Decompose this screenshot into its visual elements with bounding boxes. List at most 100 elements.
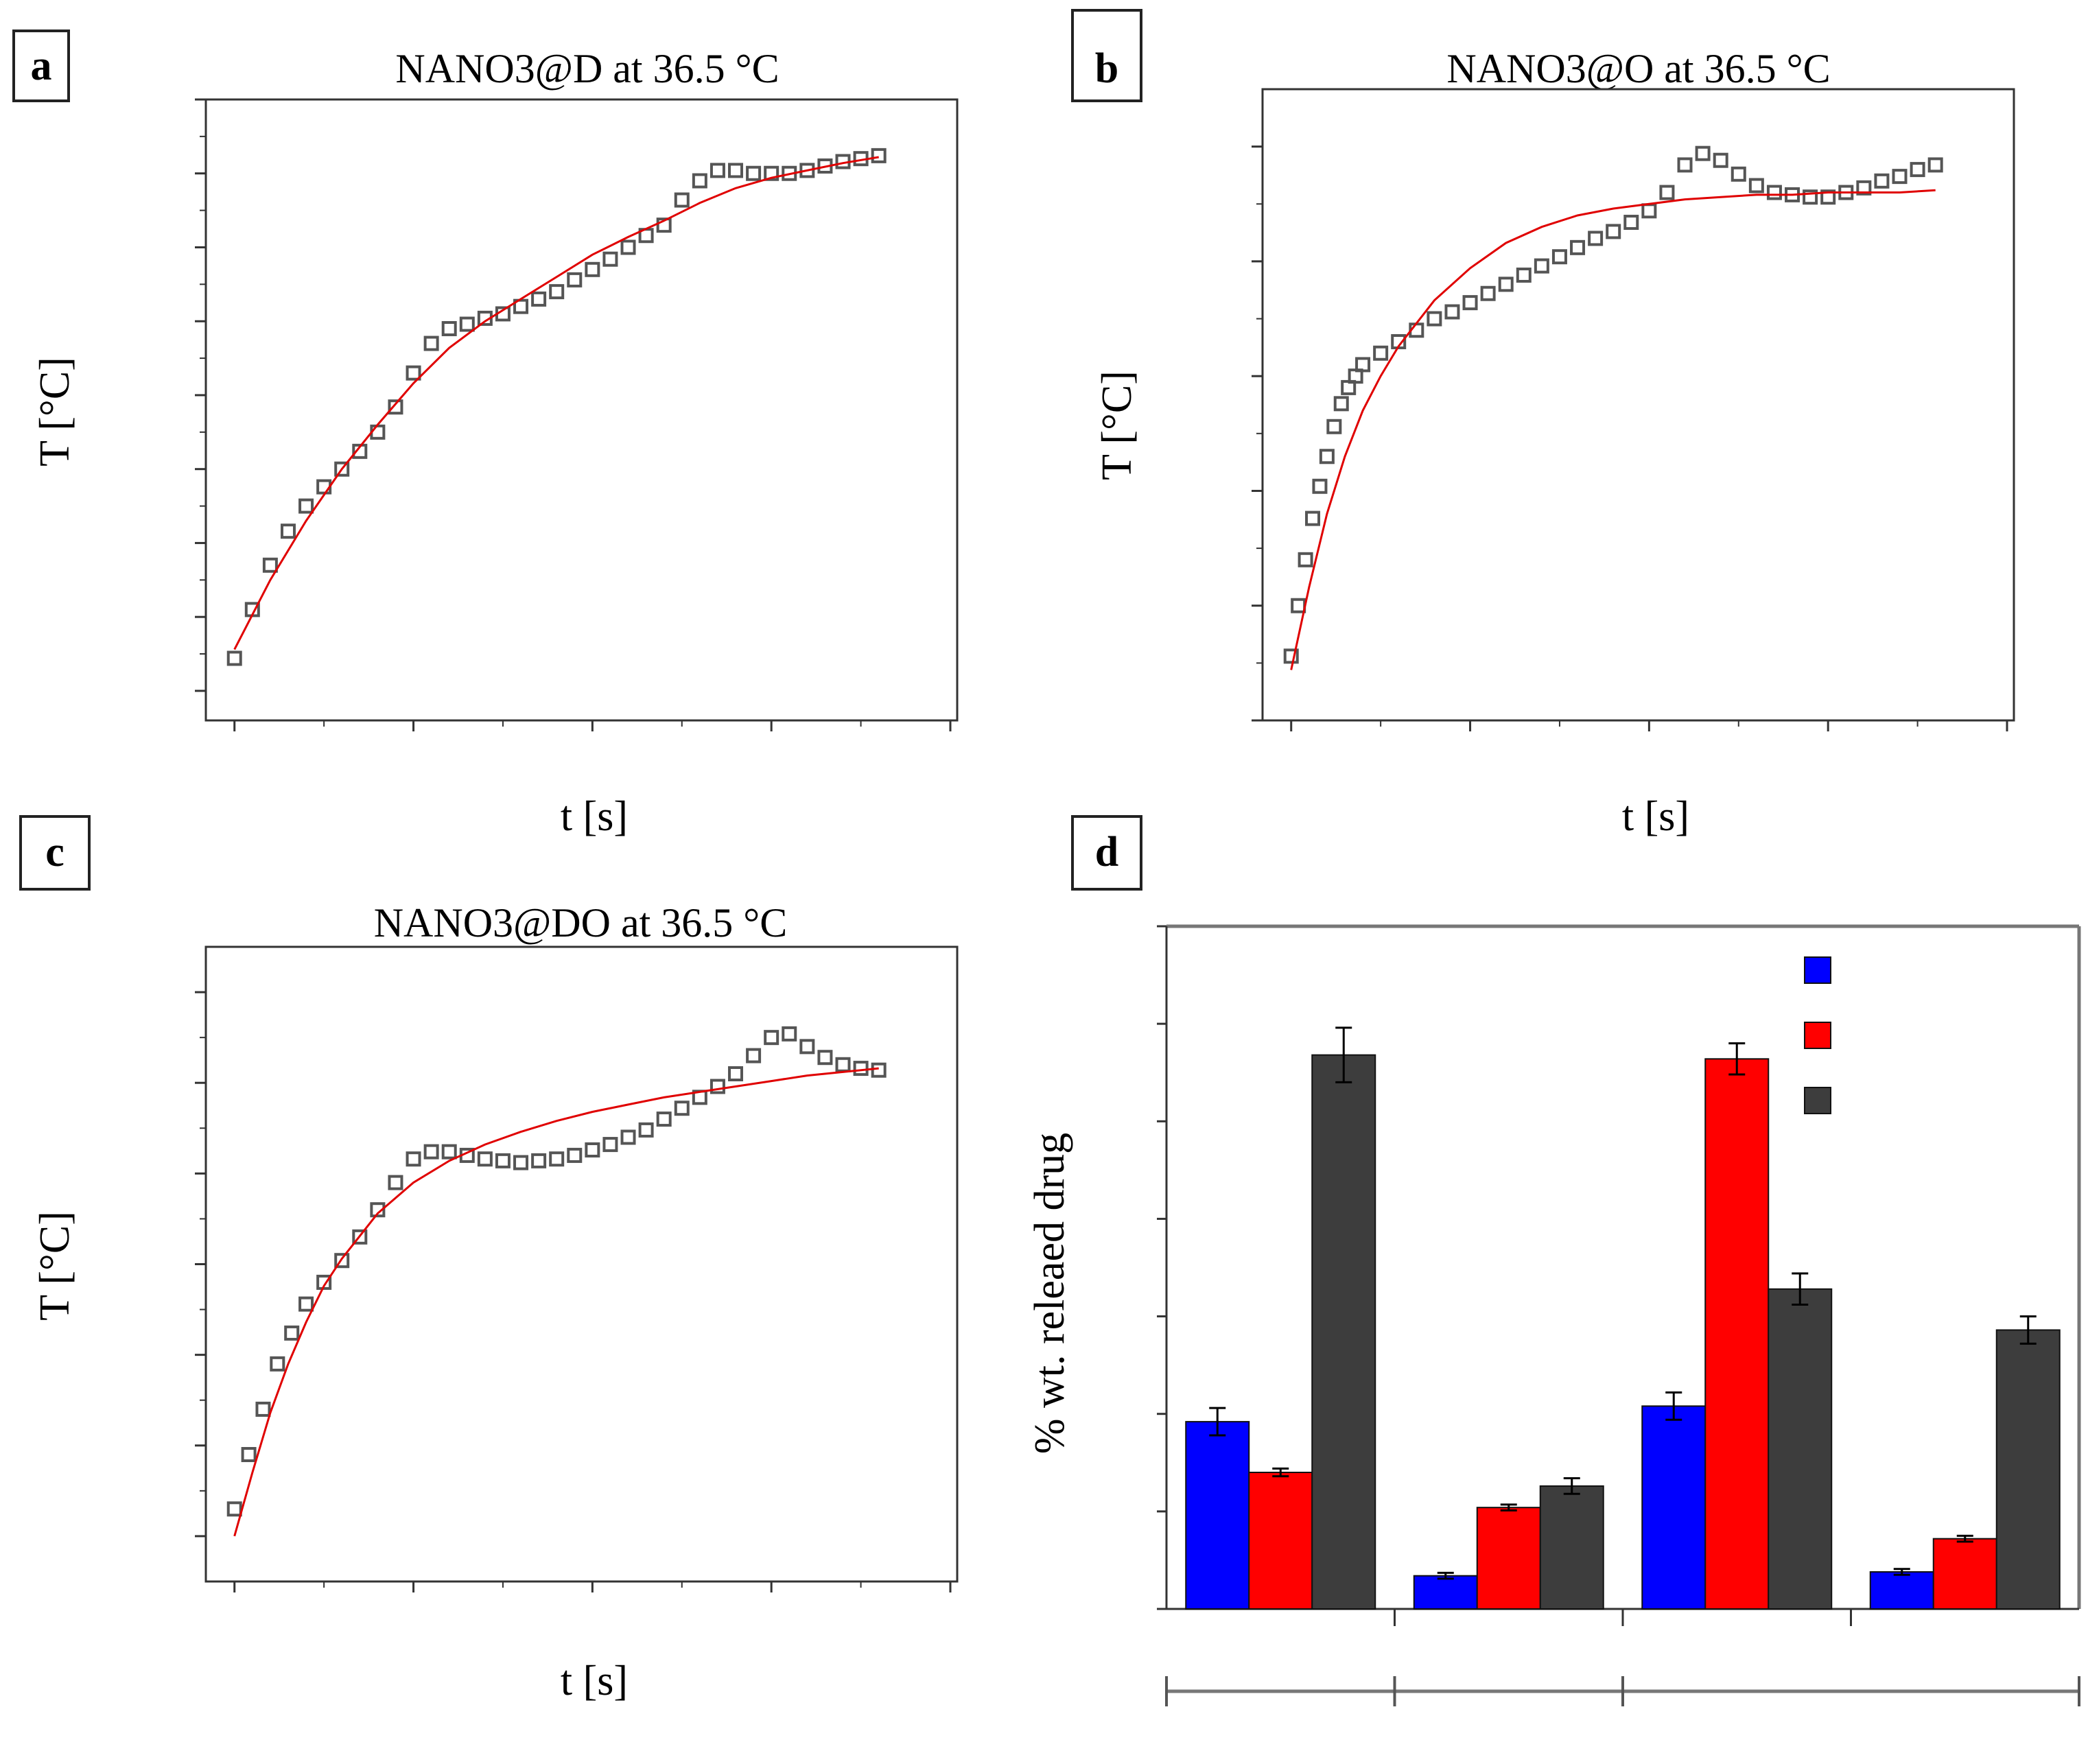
- data-point: [406, 1151, 421, 1167]
- fit-line: [1290, 189, 1936, 670]
- data-point: [1312, 478, 1328, 494]
- plot-area: [1252, 88, 2015, 731]
- panel-b: b NANO3@O at 36.5 °C t [s] T [°C]: [1071, 9, 2015, 840]
- data-point: [1910, 162, 1925, 178]
- data-point: [316, 1274, 332, 1290]
- data-point: [817, 1050, 833, 1066]
- bar: [1248, 1472, 1313, 1610]
- bar: [1995, 1329, 2061, 1610]
- data-point: [1820, 189, 1836, 205]
- bar-plot-area: [1157, 924, 2081, 1706]
- x-axis-label: t [s]: [1622, 793, 1689, 840]
- fit-line: [233, 1067, 879, 1537]
- data-point: [241, 1447, 257, 1462]
- data-point: [764, 165, 779, 181]
- data-point: [638, 1122, 654, 1138]
- data-point: [513, 1155, 529, 1171]
- y-axis-label: % wt. releaed drug: [1027, 1133, 1073, 1454]
- bar: [1476, 1507, 1541, 1610]
- data-point: [709, 163, 725, 178]
- panel-letter-box: [1071, 9, 1142, 102]
- data-point: [495, 1153, 511, 1168]
- plot-title: NANO3@O at 36.5 °C: [1446, 46, 1830, 91]
- panel-letter: b: [1095, 45, 1118, 92]
- bar: [1185, 1421, 1250, 1610]
- data-point: [567, 272, 583, 287]
- data-point: [531, 1153, 547, 1168]
- data-point: [1462, 295, 1478, 311]
- bar: [1768, 1288, 1833, 1610]
- data-point: [1713, 152, 1728, 168]
- data-point: [835, 1057, 851, 1072]
- data-point: [1516, 267, 1532, 283]
- data-point: [549, 284, 565, 300]
- data-point: [388, 1175, 403, 1190]
- data-point: [549, 1151, 565, 1167]
- data-point: [370, 1202, 386, 1218]
- plot-area: [195, 945, 959, 1592]
- data-point: [674, 1101, 690, 1116]
- data-point: [1641, 203, 1657, 219]
- data-point: [871, 148, 887, 163]
- data-point: [692, 173, 707, 189]
- data-point: [1677, 157, 1693, 173]
- data-point: [370, 424, 386, 440]
- data-point: [1326, 419, 1342, 434]
- data-point: [284, 1325, 300, 1341]
- bar: [1539, 1485, 1604, 1610]
- data-point: [423, 336, 439, 351]
- data-point: [1570, 239, 1586, 255]
- data-point: [799, 163, 815, 178]
- data-point: [567, 1147, 583, 1163]
- data-point: [298, 1296, 314, 1312]
- data-point: [602, 251, 618, 267]
- plot-title: NANO3@D at 36.5 °C: [395, 46, 779, 91]
- data-point: [1291, 598, 1306, 613]
- data-point: [585, 1142, 600, 1157]
- data-point: [388, 399, 403, 415]
- bar: [1932, 1538, 1997, 1610]
- data-point: [656, 1112, 672, 1127]
- data-point: [1659, 185, 1675, 200]
- bar: [1413, 1575, 1478, 1610]
- fit-line: [233, 156, 879, 650]
- plot-title: NANO3@DO at 36.5 °C: [374, 900, 788, 945]
- data-point: [1892, 169, 1908, 185]
- data-point: [531, 291, 547, 307]
- data-point: [316, 479, 332, 495]
- x-axis-label: t [s]: [561, 793, 628, 840]
- data-point: [423, 1144, 439, 1160]
- data-point: [441, 1144, 457, 1160]
- data-point: [1803, 189, 1818, 205]
- data-point: [1283, 648, 1299, 664]
- bar: [1641, 1405, 1706, 1610]
- data-point: [352, 1229, 368, 1245]
- data-point: [334, 461, 350, 477]
- panel-letter: c: [45, 829, 64, 875]
- panel-letter: a: [31, 43, 52, 89]
- data-point: [1444, 304, 1460, 320]
- plot-area: [195, 98, 959, 731]
- panel-c: c NANO3@DO at 36.5 °C t [s] T [°C]: [19, 815, 959, 1704]
- data-point: [871, 1062, 887, 1078]
- data-point: [270, 1356, 285, 1372]
- data-point: [406, 365, 421, 381]
- y-axis-label: T [°C]: [32, 357, 78, 467]
- legend-swatch: [1804, 1087, 1831, 1114]
- data-point: [1874, 173, 1890, 189]
- data-point: [1927, 157, 1943, 173]
- data-point: [1333, 396, 1349, 412]
- y-axis-label: T [°C]: [1094, 371, 1140, 480]
- data-point: [1427, 311, 1442, 327]
- data-point: [1731, 166, 1746, 182]
- data-point: [620, 1129, 636, 1145]
- data-point: [298, 498, 314, 514]
- data-point: [1551, 249, 1567, 265]
- data-point: [782, 1026, 797, 1042]
- data-point: [1355, 357, 1371, 373]
- data-point: [226, 1501, 242, 1517]
- plot-frame: [204, 98, 959, 722]
- data-point: [709, 1079, 725, 1094]
- legend-swatch: [1804, 1022, 1831, 1049]
- panel-letter-box: [12, 30, 70, 102]
